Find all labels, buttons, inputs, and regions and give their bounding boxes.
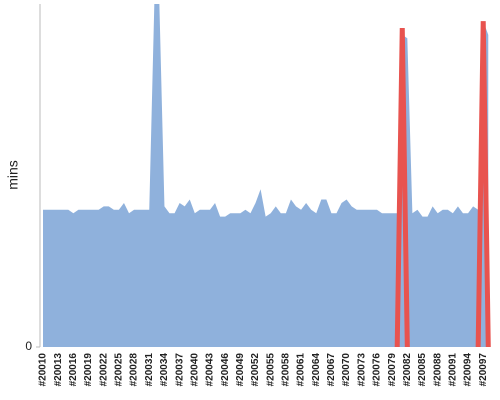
x-tick-label: #20049 (235, 353, 246, 387)
x-tick-label: #20025 (114, 353, 125, 387)
x-tick-label: #20061 (296, 353, 307, 387)
x-tick-label: #20019 (83, 353, 94, 387)
x-tick-label: #20058 (281, 353, 292, 387)
y-axis-label: mins (5, 160, 21, 190)
y-tick-label: 0 (25, 339, 32, 353)
x-tick-label: #20043 (205, 353, 216, 387)
x-tick-label: #20037 (174, 353, 185, 387)
x-tick-label: #20055 (265, 353, 276, 387)
line (394, 27, 410, 348)
x-tick-label: #20094 (463, 353, 474, 387)
x-tick-label: #20097 (478, 353, 489, 387)
area (43, 4, 489, 347)
x-tick-label: #20064 (311, 353, 322, 387)
x-tick-label: #20085 (417, 353, 428, 387)
x-tick-label: #20046 (220, 353, 231, 387)
x-tick-label: #20070 (341, 353, 352, 387)
x-tick-label: #20028 (129, 353, 140, 387)
x-tick-label: #20010 (38, 353, 49, 387)
x-tick-label: #20016 (68, 353, 79, 387)
x-tick-label: #20073 (356, 353, 367, 387)
x-tick-label: #20052 (250, 353, 261, 387)
x-tick-label: #20088 (432, 353, 443, 387)
x-tick-label: #20091 (448, 353, 459, 387)
x-tick-label: #20079 (387, 353, 398, 387)
x-tick-label: #20082 (402, 353, 413, 387)
x-tick-label: #20076 (372, 353, 383, 387)
plot-area (43, 4, 491, 348)
x-tick-label: #20067 (326, 353, 337, 387)
x-tick-label: #20040 (189, 353, 200, 387)
x-tick-label: #20022 (98, 353, 109, 387)
x-tick-label: #20031 (144, 353, 155, 387)
line (475, 21, 491, 348)
x-tick-label: #20013 (53, 353, 64, 387)
x-tick-label: #20034 (159, 353, 170, 387)
